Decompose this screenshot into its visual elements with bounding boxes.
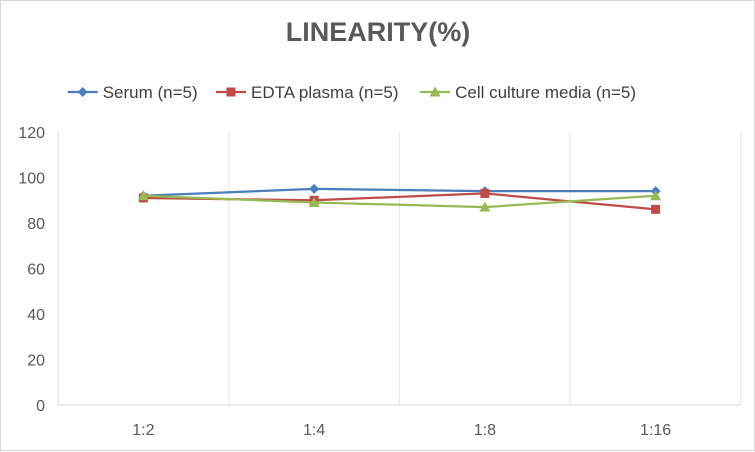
y-tick-label: 120 bbox=[18, 125, 45, 142]
data-point bbox=[479, 201, 491, 212]
legend-label: Cell culture media (n=5) bbox=[455, 83, 636, 102]
chart-title: LINEARITY(%) bbox=[286, 17, 471, 47]
x-tick-label: 1:16 bbox=[640, 422, 671, 439]
y-tick-label: 60 bbox=[27, 262, 45, 279]
x-tick-label: 1:4 bbox=[303, 422, 325, 439]
data-point bbox=[650, 190, 662, 201]
x-tick-label: 1:2 bbox=[132, 422, 154, 439]
series-line bbox=[143, 187, 656, 197]
y-tick-label: 80 bbox=[27, 216, 45, 233]
legend-entry: EDTA plasma (n=5) bbox=[216, 83, 399, 102]
legend-entry: Cell culture media (n=5) bbox=[420, 83, 636, 102]
data-point bbox=[480, 188, 490, 198]
axes: 0 20 40 60 80 100 120 1:2 1:4 1:8 1:16 bbox=[18, 125, 741, 439]
series-3 bbox=[137, 190, 662, 212]
y-tick-label: 20 bbox=[27, 353, 45, 370]
legend-marker bbox=[429, 86, 441, 97]
x-tick-label: 1:8 bbox=[474, 422, 496, 439]
data-point bbox=[137, 190, 149, 201]
y-tick-label: 40 bbox=[27, 307, 45, 324]
data-point bbox=[651, 204, 661, 214]
legend-label: Serum (n=5) bbox=[103, 83, 198, 102]
y-tick-label: 100 bbox=[18, 171, 45, 188]
legend-entry: Serum (n=5) bbox=[67, 83, 198, 102]
y-tick-label: 0 bbox=[36, 398, 45, 415]
series-layer bbox=[137, 183, 662, 214]
series-line bbox=[143, 194, 656, 209]
legend-marker bbox=[77, 87, 88, 97]
gridlines bbox=[228, 132, 742, 405]
legend-label: EDTA plasma (n=5) bbox=[251, 83, 399, 102]
data-point bbox=[308, 197, 320, 208]
legend: Serum (n=5) EDTA plasma (n=5) Cell culture… bbox=[67, 83, 636, 102]
legend-marker bbox=[226, 87, 236, 97]
data-point bbox=[309, 183, 320, 194]
